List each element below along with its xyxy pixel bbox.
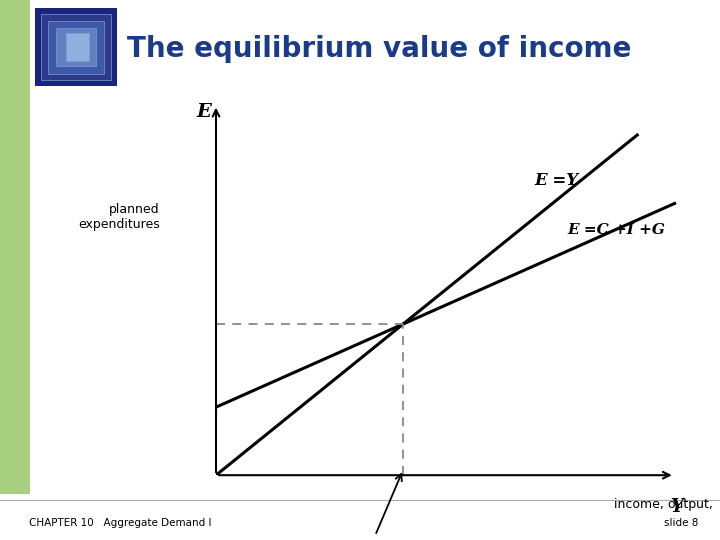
Text: The equilibrium value of income: The equilibrium value of income bbox=[127, 35, 631, 63]
FancyBboxPatch shape bbox=[48, 21, 104, 74]
Text: CHAPTER 10   Aggregate Demand I: CHAPTER 10 Aggregate Demand I bbox=[29, 517, 211, 528]
FancyBboxPatch shape bbox=[41, 15, 111, 80]
Text: E =C +I +G: E =C +I +G bbox=[567, 222, 665, 237]
Text: income, output,: income, output, bbox=[613, 498, 713, 511]
FancyBboxPatch shape bbox=[56, 29, 96, 66]
Text: Y: Y bbox=[670, 498, 683, 516]
Text: E =Y: E =Y bbox=[534, 172, 578, 189]
FancyBboxPatch shape bbox=[66, 33, 89, 62]
Text: planned
expenditures: planned expenditures bbox=[78, 203, 160, 231]
Text: slide 8: slide 8 bbox=[664, 517, 698, 528]
Text: E: E bbox=[197, 103, 212, 121]
